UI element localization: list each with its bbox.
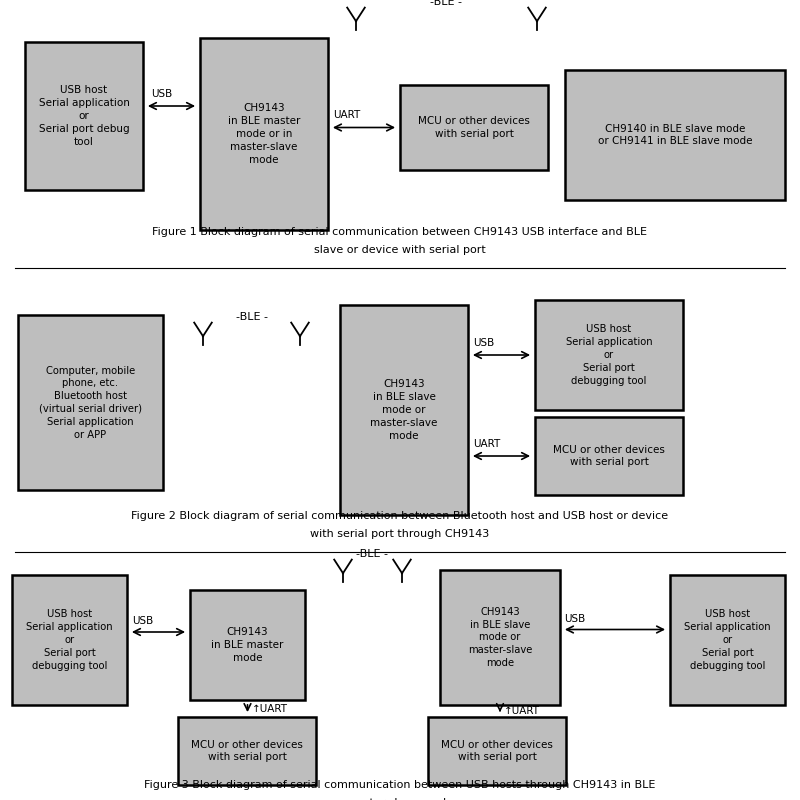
Text: Figure 1 Block diagram of serial communication between CH9143 USB interface and : Figure 1 Block diagram of serial communi… [153,227,647,237]
Text: MCU or other devices
with serial port: MCU or other devices with serial port [441,739,553,762]
Text: USB: USB [132,616,154,626]
Text: MCU or other devices
with serial port: MCU or other devices with serial port [553,445,665,467]
Text: slave or device with serial port: slave or device with serial port [314,245,486,255]
Text: Figure 2 Block diagram of serial communication between Bluetooth host and USB ho: Figure 2 Block diagram of serial communi… [131,511,669,521]
Text: ↑UART: ↑UART [504,706,540,716]
FancyBboxPatch shape [178,717,316,785]
Text: -BLE -: -BLE - [357,549,389,559]
Text: CH9143
in BLE slave
mode or
master-slave
mode: CH9143 in BLE slave mode or master-slave… [370,379,438,441]
Text: CH9143
in BLE master
mode: CH9143 in BLE master mode [211,627,284,662]
Text: -BLE -: -BLE - [430,0,462,7]
Text: UART: UART [473,439,500,449]
Text: USB: USB [564,614,586,623]
Text: ↑UART: ↑UART [251,703,287,714]
Text: CH9143
in BLE master
mode or in
master-slave
mode: CH9143 in BLE master mode or in master-s… [228,103,300,165]
FancyBboxPatch shape [535,300,683,410]
Text: USB host
Serial application
or
Serial port
debugging tool: USB host Serial application or Serial po… [26,610,113,670]
Text: USB host
Serial application
or
Serial port debug
tool: USB host Serial application or Serial po… [38,86,130,146]
Text: USB host
Serial application
or
Serial port
debugging tool: USB host Serial application or Serial po… [684,610,771,670]
FancyBboxPatch shape [340,305,468,515]
Text: USB: USB [151,89,172,99]
Text: Computer, mobile
phone, etc.
Bluetooth host
(virtual serial driver)
Serial appli: Computer, mobile phone, etc. Bluetooth h… [39,366,142,439]
Text: MCU or other devices
with serial port: MCU or other devices with serial port [418,116,530,139]
Text: UART: UART [333,110,360,121]
Text: MCU or other devices
with serial port: MCU or other devices with serial port [191,739,303,762]
FancyBboxPatch shape [670,575,785,705]
FancyBboxPatch shape [18,315,163,490]
Text: with serial port through CH9143: with serial port through CH9143 [310,529,490,539]
Text: USB host
Serial application
or
Serial port
debugging tool: USB host Serial application or Serial po… [566,325,652,386]
FancyBboxPatch shape [535,417,683,495]
Text: Figure 3 Block diagram of serial communication between USB hosts through CH9143 : Figure 3 Block diagram of serial communi… [144,780,656,790]
Text: CH9143
in BLE slave
mode or
master-slave
mode: CH9143 in BLE slave mode or master-slave… [468,607,532,668]
Text: master-slave mode: master-slave mode [346,798,454,800]
FancyBboxPatch shape [12,575,127,705]
FancyBboxPatch shape [428,717,566,785]
Text: USB: USB [473,338,494,348]
FancyBboxPatch shape [565,70,785,200]
FancyBboxPatch shape [200,38,328,230]
FancyBboxPatch shape [190,590,305,700]
FancyBboxPatch shape [25,42,143,190]
FancyBboxPatch shape [440,570,560,705]
Text: -BLE -: -BLE - [235,312,267,322]
Text: CH9140 in BLE slave mode
or CH9141 in BLE slave mode: CH9140 in BLE slave mode or CH9141 in BL… [598,123,752,146]
FancyBboxPatch shape [400,85,548,170]
